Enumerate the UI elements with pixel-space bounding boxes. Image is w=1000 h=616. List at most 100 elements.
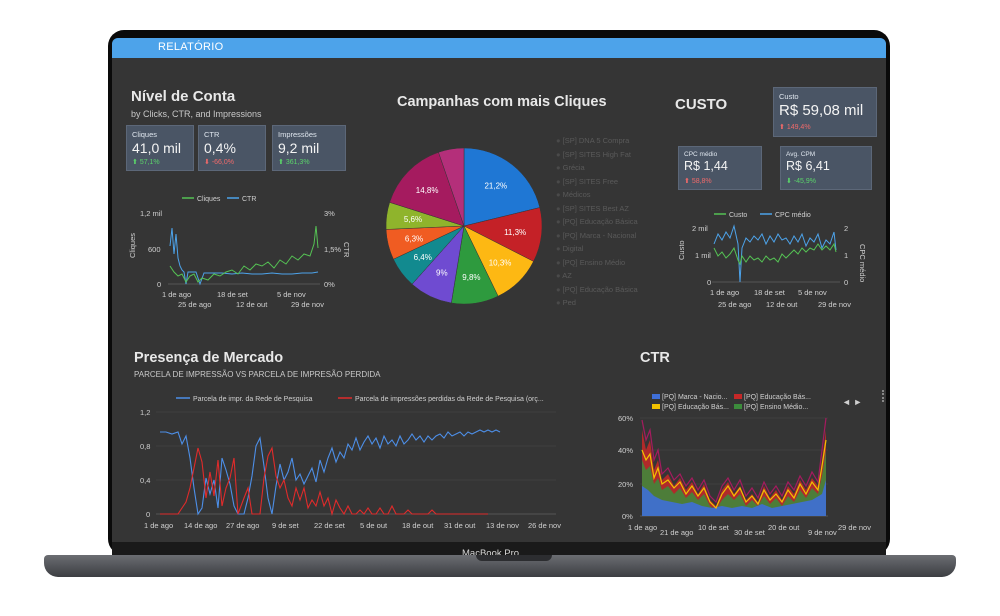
x-tick: 21 de ago: [660, 528, 694, 537]
pie-slice[interactable]: [438, 147, 465, 227]
y-tick: 0,4: [140, 476, 150, 485]
ctr-area-chart[interactable]: [PQ] Marca - Nacio... [PQ] Educação Bás.…: [612, 390, 876, 538]
scorecard-value: R$ 6,41: [786, 159, 830, 173]
scorecard-delta: ⬆ 361,3%: [278, 159, 310, 166]
legend-dot-icon: ●: [556, 298, 563, 307]
scorecard-impressions[interactable]: Impressões 9,2 mil ⬆ 361,3%: [272, 125, 346, 171]
y-tick: 40%: [618, 446, 633, 455]
legend-dot-icon: ●: [556, 284, 563, 294]
x-tick: 1 de ago: [710, 288, 739, 297]
pie-legend-item[interactable]: ● [PQ] Marca - Nacional: [556, 231, 636, 240]
scorecard-clicks[interactable]: Cliques 41,0 mil ⬆ 57,1%: [126, 125, 194, 171]
scorecard-value: R$ 1,44: [684, 159, 728, 173]
pie-slice-label: 9%: [436, 268, 448, 277]
pie-legend-item[interactable]: ● [SP] DNA 5 Compra: [556, 136, 629, 145]
pie-slice[interactable]: [389, 151, 465, 227]
scorecard-label: Cliques: [132, 130, 158, 139]
scorecard-delta: ⬆ 149,4%: [779, 124, 811, 131]
cost-line-chart[interactable]: Custo CPC médio 2 mil 1 mil 0 2 1 0 Cust…: [672, 204, 872, 304]
pie-slice-label: 14,8%: [416, 186, 439, 195]
legend-dot-icon: ●: [556, 203, 563, 213]
resize-handle[interactable]: [882, 390, 886, 402]
legend-cost: Custo: [729, 212, 747, 219]
y-tick: 0: [157, 280, 161, 289]
legend-dot-icon: ●: [556, 244, 563, 253]
ctr-section-title: CTR: [640, 350, 670, 366]
scorecard-delta: ⬇ -45,9%: [786, 178, 816, 185]
series-cost-line: [713, 242, 837, 266]
scorecard-ctr[interactable]: CTR 0,4% ⬇ -66,0%: [198, 125, 266, 171]
legend-swatch: [652, 404, 660, 409]
scorecard-label: CPC médio: [684, 151, 718, 158]
y-tick: 0,8: [140, 442, 150, 451]
pie-legend-label: [SP] SITES Best AZ: [562, 203, 629, 213]
pie-legend-item[interactable]: ● Ped: [556, 298, 576, 307]
x-tick: 12 de out: [236, 300, 268, 309]
y-axis-label: Custo: [677, 240, 686, 260]
scorecard-delta: ⬆ 57,1%: [132, 159, 160, 166]
pie-legend-label: [SP] SITES Free: [562, 176, 619, 186]
pie-legend-label: Grécia: [562, 163, 585, 172]
y-axis-label-right: CPC médio: [858, 244, 867, 282]
scorecard-delta: ⬆ 58,8%: [684, 178, 712, 185]
legend-impr-share: Parcela de impr. da Rede de Pesquisa: [193, 396, 313, 403]
pie-legend-item[interactable]: ● AZ: [556, 271, 572, 280]
series-cpc-line: [713, 224, 837, 283]
x-tick: 27 de ago: [226, 521, 259, 530]
legend-dot-icon: ●: [556, 190, 563, 199]
pie-legend-item[interactable]: ● [SP] SITES High Fat: [556, 150, 631, 159]
account-section-subtitle: by Clicks, CTR, and Impressions: [131, 109, 262, 119]
scorecard-cpm[interactable]: Avg. CPM R$ 6,41 ⬇ -45,9%: [780, 146, 872, 190]
pie-slice-label: 6,3%: [405, 234, 423, 243]
pie-legend-item[interactable]: ● [PQ] Educação Básica: [556, 285, 638, 294]
scorecard-value: 41,0 mil: [132, 140, 182, 156]
pie-legend-item[interactable]: ● [PQ] Educação Básica: [556, 217, 638, 226]
legend-dot-icon: ●: [556, 217, 563, 226]
pie-legend-label: Ped: [562, 298, 576, 307]
x-tick: 18 de set: [217, 290, 249, 299]
market-line-chart[interactable]: Parcela de impr. da Rede de Pesquisa Par…: [126, 388, 566, 536]
market-section-title: Presença de Mercado: [134, 350, 284, 366]
legend-dot-icon: ●: [556, 163, 563, 172]
x-tick: 26 de nov: [528, 521, 561, 530]
series-lost-share: [160, 446, 488, 517]
pie-legend-item[interactable]: ● [PQ] Ensino Médio: [556, 258, 625, 267]
y-tick-right: 1,5%: [324, 245, 341, 254]
y-tick: 2 mil: [692, 224, 708, 233]
legend-dot-icon: ●: [556, 230, 563, 240]
y-tick-right: 3%: [324, 209, 335, 218]
y-axis-label: Cliques: [128, 233, 137, 258]
account-line-chart[interactable]: Cliques CTR 1,2 mil 600 0 3% 1,5% 0% Cli…: [122, 186, 352, 304]
x-tick: 5 de nov: [798, 288, 827, 297]
series-clicks-line: [169, 225, 319, 283]
legend-swatch: [734, 404, 742, 409]
base-notch: [476, 555, 552, 561]
pie-legend-item[interactable]: ● [SP] SITES Free: [556, 177, 618, 186]
scorecard-label: CTR: [204, 130, 220, 139]
pie-slice[interactable]: [463, 147, 541, 227]
scorecard-label: Impressões: [278, 130, 317, 139]
y-tick: 1,2: [140, 408, 150, 417]
scorecard-cpc[interactable]: CPC médio R$ 1,44 ⬆ 58,8%: [678, 146, 762, 190]
legend-lost-share: Parcela de impressões perdidas da Rede d…: [355, 396, 544, 403]
y-tick: 600: [148, 245, 161, 254]
scorecard-value: 0,4%: [204, 140, 236, 156]
x-tick: 1 de ago: [162, 290, 191, 299]
scorecard-cost[interactable]: Custo R$ 59,08 mil ⬆ 149,4%: [773, 87, 877, 137]
pie-legend-label: [PQ] Educação Básica: [562, 217, 638, 226]
x-tick: 9 de set: [272, 521, 300, 530]
pie-legend-item[interactable]: ● Grécia: [556, 163, 585, 172]
y-tick-right: 0%: [324, 280, 335, 289]
x-tick: 29 de nov: [818, 300, 851, 309]
laptop-base: [44, 555, 956, 577]
legend-pager[interactable]: ◄ ►: [842, 397, 862, 407]
series-line-magenta: [641, 417, 827, 504]
scorecard-label: Custo: [779, 92, 799, 101]
pie-chart[interactable]: 21,2% 11,3% 10,3% 9,8% 9% 6,4% 6,3% 5,6% 14,8%: [380, 142, 548, 312]
pie-legend-item[interactable]: ● Digital: [556, 244, 583, 253]
pie-legend-item[interactable]: ● Médicos: [556, 190, 591, 199]
x-tick: 29 de nov: [291, 300, 324, 309]
x-tick: 1 de ago: [628, 523, 657, 532]
legend-cpc: CPC médio: [775, 212, 811, 219]
pie-legend-item[interactable]: ● [SP] SITES Best AZ: [556, 204, 629, 213]
